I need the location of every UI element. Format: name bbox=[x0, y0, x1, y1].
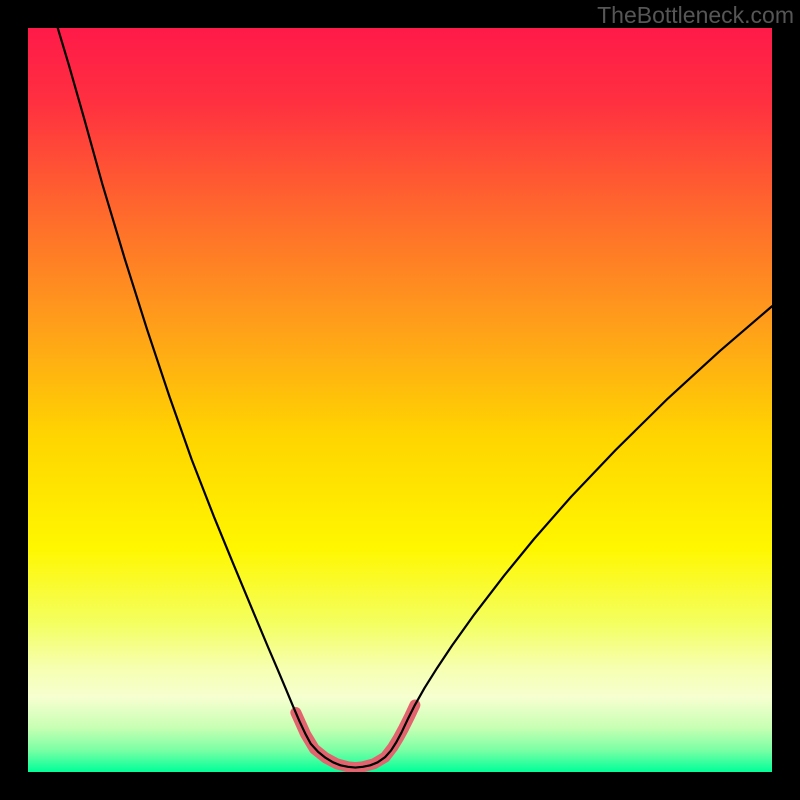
watermark-text: TheBottleneck.com bbox=[597, 2, 794, 29]
chart-svg bbox=[28, 28, 772, 772]
plot-area bbox=[28, 28, 772, 772]
gradient-background bbox=[28, 28, 772, 772]
chart-stage: TheBottleneck.com bbox=[0, 0, 800, 800]
